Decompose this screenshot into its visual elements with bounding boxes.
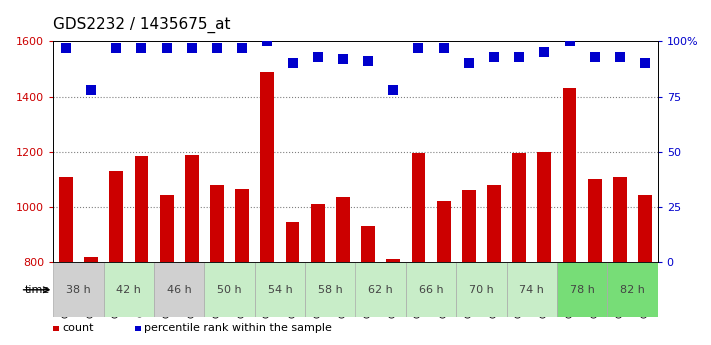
Bar xyxy=(154,262,205,317)
Bar xyxy=(205,262,255,317)
Point xyxy=(363,59,374,64)
Bar xyxy=(506,262,557,317)
Point xyxy=(337,56,348,62)
Point xyxy=(85,87,97,93)
Point xyxy=(287,61,298,66)
Point xyxy=(387,87,399,93)
Text: percentile rank within the sample: percentile rank within the sample xyxy=(144,323,332,333)
Bar xyxy=(562,88,577,262)
Bar xyxy=(538,152,551,262)
Point xyxy=(111,45,122,51)
Bar xyxy=(260,72,274,262)
Bar xyxy=(456,262,506,317)
Bar xyxy=(305,262,356,317)
Point xyxy=(413,45,424,51)
Point xyxy=(262,39,273,44)
Bar xyxy=(361,226,375,262)
Bar xyxy=(462,190,476,262)
Bar xyxy=(607,262,658,317)
Bar xyxy=(512,153,526,262)
Point xyxy=(438,45,449,51)
Bar xyxy=(84,257,98,262)
Bar xyxy=(134,156,149,262)
Bar xyxy=(336,197,350,262)
Point xyxy=(186,45,198,51)
Bar xyxy=(210,185,224,262)
Text: 46 h: 46 h xyxy=(167,285,191,295)
Point xyxy=(614,54,626,60)
Bar xyxy=(235,189,249,262)
Point xyxy=(564,39,575,44)
Bar xyxy=(412,153,425,262)
Bar xyxy=(638,195,652,262)
Text: 74 h: 74 h xyxy=(519,285,544,295)
Bar xyxy=(487,185,501,262)
Point xyxy=(488,54,500,60)
Text: GDS2232 / 1435675_at: GDS2232 / 1435675_at xyxy=(53,17,231,33)
Bar xyxy=(386,259,400,262)
Text: 66 h: 66 h xyxy=(419,285,444,295)
Text: 62 h: 62 h xyxy=(368,285,393,295)
Bar xyxy=(437,201,451,262)
Text: 50 h: 50 h xyxy=(218,285,242,295)
Bar xyxy=(356,262,406,317)
Point xyxy=(161,45,172,51)
Text: 82 h: 82 h xyxy=(620,285,645,295)
Point xyxy=(211,45,223,51)
Point xyxy=(539,50,550,55)
Text: 38 h: 38 h xyxy=(66,285,91,295)
Bar xyxy=(185,155,199,262)
Text: 78 h: 78 h xyxy=(570,285,594,295)
Bar xyxy=(255,262,305,317)
Text: time: time xyxy=(24,285,50,295)
Bar xyxy=(613,177,627,262)
Point xyxy=(463,61,474,66)
Bar xyxy=(59,177,73,262)
Bar xyxy=(588,179,602,262)
Point xyxy=(589,54,600,60)
Bar xyxy=(53,262,104,317)
Bar xyxy=(406,262,456,317)
Point xyxy=(136,45,147,51)
Bar xyxy=(557,262,607,317)
Bar xyxy=(311,204,325,262)
Point xyxy=(60,45,72,51)
Bar xyxy=(109,171,123,262)
Text: 42 h: 42 h xyxy=(117,285,141,295)
Point xyxy=(237,45,248,51)
Point xyxy=(513,54,525,60)
Text: 70 h: 70 h xyxy=(469,285,493,295)
Text: 58 h: 58 h xyxy=(318,285,343,295)
Bar xyxy=(160,195,173,262)
Point xyxy=(639,61,651,66)
Text: 54 h: 54 h xyxy=(267,285,292,295)
Bar xyxy=(286,222,299,262)
Text: count: count xyxy=(63,323,94,333)
Point xyxy=(312,54,324,60)
Bar xyxy=(104,262,154,317)
